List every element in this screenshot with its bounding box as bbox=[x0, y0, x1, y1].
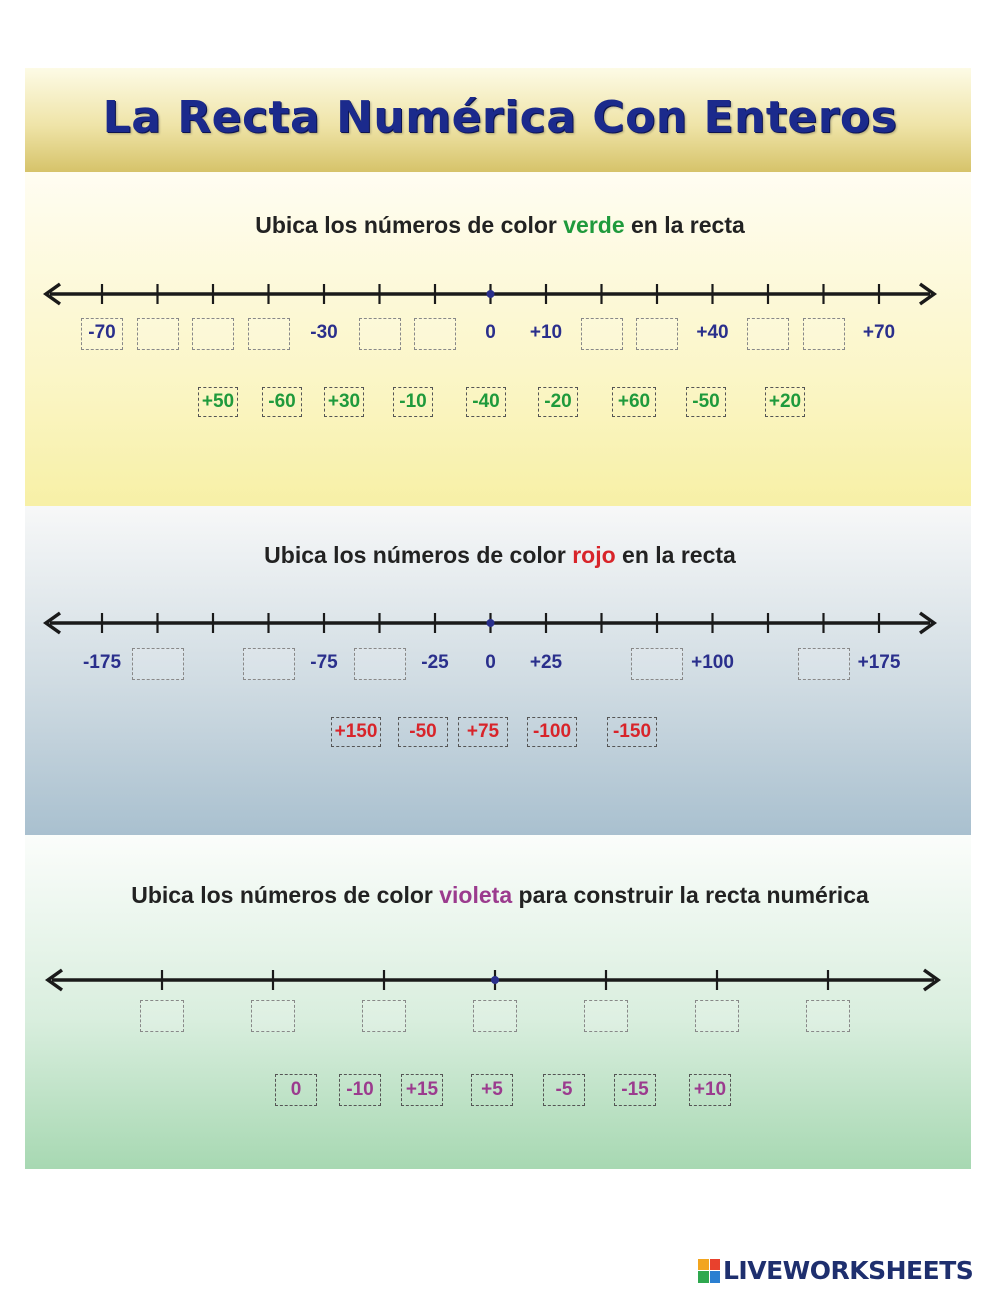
arrow-left-icon bbox=[44, 968, 64, 992]
instruction-green: Ubica los números de color verde en la r… bbox=[0, 212, 1000, 239]
section-violet-background bbox=[25, 835, 971, 1169]
instruction-text: en la recta bbox=[615, 542, 736, 568]
answer-drop-box[interactable] bbox=[242, 648, 295, 680]
zero-dot bbox=[491, 976, 499, 984]
answer-drop-box[interactable] bbox=[140, 1000, 184, 1032]
number-line-svg bbox=[44, 968, 942, 992]
answer-drop-box[interactable] bbox=[473, 1000, 517, 1032]
arrow-right-icon bbox=[918, 611, 938, 635]
logo-text: LIVEWORKSHEETS bbox=[723, 1256, 974, 1285]
draggable-number-chip[interactable]: +5 bbox=[471, 1074, 513, 1106]
arrow-right-icon bbox=[918, 282, 938, 306]
instruction-color-word: rojo bbox=[572, 542, 616, 568]
draggable-number-chip[interactable]: -100 bbox=[527, 717, 577, 747]
zero-dot bbox=[486, 290, 495, 298]
tick-label: 0 bbox=[485, 652, 496, 673]
instruction-color-word: verde bbox=[563, 212, 625, 238]
label-box bbox=[81, 318, 123, 350]
answer-drop-box[interactable] bbox=[631, 648, 683, 680]
tick-label: +10 bbox=[529, 322, 563, 343]
tick-label: +40 bbox=[696, 322, 729, 343]
draggable-number-chip[interactable]: +10 bbox=[689, 1074, 731, 1106]
instruction-text: Ubica los números de color bbox=[264, 542, 573, 568]
answer-drop-box[interactable] bbox=[362, 1000, 406, 1032]
draggable-number-chip[interactable]: +50 bbox=[198, 387, 238, 417]
answer-drop-box[interactable] bbox=[695, 1000, 739, 1032]
answer-drop-box[interactable] bbox=[192, 318, 234, 350]
tick-label: -30 bbox=[310, 322, 338, 343]
draggable-number-chip[interactable]: +150 bbox=[331, 717, 381, 747]
draggable-number-chip[interactable]: -15 bbox=[614, 1074, 656, 1106]
tick-label: +25 bbox=[529, 652, 563, 673]
arrow-right-icon bbox=[922, 968, 942, 992]
draggable-number-chip[interactable]: +75 bbox=[458, 717, 508, 747]
title-band bbox=[25, 68, 971, 172]
answer-drop-box[interactable] bbox=[131, 648, 184, 680]
draggable-number-chip[interactable]: 0 bbox=[275, 1074, 317, 1106]
arrow-left-icon bbox=[42, 611, 62, 635]
draggable-number-chip[interactable]: +20 bbox=[765, 387, 805, 417]
draggable-number-chip[interactable]: -5 bbox=[543, 1074, 585, 1106]
tick-label: +100 bbox=[691, 652, 734, 673]
instruction-text: Ubica los números de color bbox=[255, 212, 564, 238]
answer-drop-box[interactable] bbox=[580, 318, 623, 350]
draggable-number-chip[interactable]: -20 bbox=[538, 387, 578, 417]
section-green-background bbox=[25, 172, 971, 506]
number-line-svg bbox=[42, 611, 938, 635]
tick-label: -175 bbox=[82, 652, 122, 673]
draggable-number-chip[interactable]: -150 bbox=[607, 717, 657, 747]
page-title: La Recta Numérica Con Enteros bbox=[102, 92, 898, 143]
tick-label: -75 bbox=[310, 652, 338, 673]
instruction-text: en la recta bbox=[624, 212, 745, 238]
answer-drop-box[interactable] bbox=[747, 318, 789, 350]
draggable-number-chip[interactable]: +15 bbox=[401, 1074, 443, 1106]
instruction-text: Ubica los números de color bbox=[131, 882, 440, 908]
answer-drop-box[interactable] bbox=[414, 318, 456, 350]
tick-label: -70 bbox=[88, 322, 116, 343]
zero-dot bbox=[486, 619, 495, 627]
draggable-number-chip[interactable]: -40 bbox=[466, 387, 506, 417]
instruction-red: Ubica los números de color rojo en la re… bbox=[0, 542, 1000, 569]
answer-drop-box[interactable] bbox=[358, 318, 401, 350]
tick-label: 0 bbox=[485, 322, 496, 343]
draggable-number-chip[interactable]: -10 bbox=[393, 387, 433, 417]
draggable-number-chip[interactable]: +30 bbox=[324, 387, 364, 417]
answer-drop-box[interactable] bbox=[584, 1000, 628, 1032]
answer-drop-box[interactable] bbox=[802, 318, 845, 350]
arrow-left-icon bbox=[42, 282, 62, 306]
answer-drop-box[interactable] bbox=[353, 648, 406, 680]
instruction-text: para construir la recta numérica bbox=[512, 882, 869, 908]
draggable-number-chip[interactable]: -10 bbox=[339, 1074, 381, 1106]
answer-drop-box[interactable] bbox=[636, 318, 678, 350]
answer-drop-box[interactable] bbox=[247, 318, 290, 350]
instruction-color-word: violeta bbox=[439, 882, 513, 908]
instruction-violet: Ubica los números de color violeta para … bbox=[0, 882, 1000, 909]
logo-icon bbox=[698, 1258, 720, 1283]
liveworksheets-logo: LIVEWORKSHEETS bbox=[698, 1256, 974, 1285]
draggable-number-chip[interactable]: -60 bbox=[262, 387, 302, 417]
draggable-number-chip[interactable]: +60 bbox=[612, 387, 656, 417]
answer-drop-box[interactable] bbox=[797, 648, 850, 680]
tick-label: -25 bbox=[421, 652, 449, 673]
tick-label: +70 bbox=[862, 322, 896, 343]
number-line-svg bbox=[42, 282, 938, 306]
answer-drop-box[interactable] bbox=[251, 1000, 295, 1032]
tick-label: +175 bbox=[857, 652, 901, 673]
answer-drop-box[interactable] bbox=[806, 1000, 850, 1032]
draggable-number-chip[interactable]: -50 bbox=[686, 387, 726, 417]
draggable-number-chip[interactable]: -50 bbox=[398, 717, 448, 747]
answer-drop-box[interactable] bbox=[136, 318, 179, 350]
